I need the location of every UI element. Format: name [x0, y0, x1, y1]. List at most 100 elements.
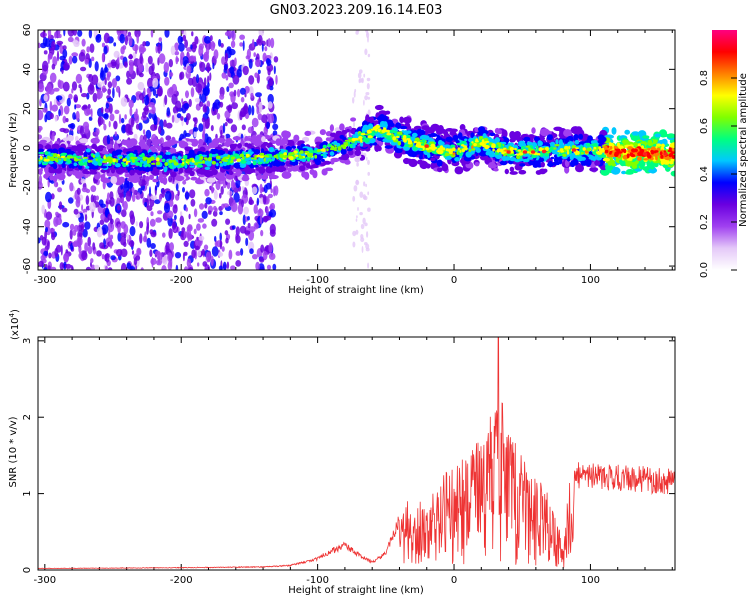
spectrogram-noise-blob	[87, 245, 93, 255]
spectrogram-noise-blob	[128, 64, 134, 75]
spectrogram-noise-blob	[56, 50, 60, 62]
spectrogram-noise-blob	[123, 224, 129, 235]
spectrogram-noise-blob	[186, 258, 192, 268]
spectrogram-noise-blob	[103, 112, 109, 120]
spectrogram-noise-blob	[181, 230, 184, 238]
spectrogram-ridge-blob	[555, 161, 560, 166]
spectrogram-noise-blob	[38, 134, 43, 140]
spectrogram-ridge-blob	[244, 142, 249, 147]
spectrogram-noise-blob	[42, 30, 45, 39]
spectrogram-ridge-blob	[538, 141, 543, 146]
spectrogram-ridge-blob	[175, 175, 185, 182]
spectrogram-noise-blob	[221, 246, 225, 252]
spectrogram-noise-blob	[94, 61, 99, 72]
spectrogram-noise-blob	[55, 244, 62, 253]
spectrogram-ridge-blob	[252, 160, 257, 166]
spectrogram-noise-blob	[180, 36, 184, 43]
spectrogram-noise-blob	[103, 66, 109, 73]
spectrogram-noise-blob	[76, 187, 81, 195]
spectrogram-noise-blob	[140, 267, 144, 270]
spectrogram-noise-blob	[90, 194, 94, 204]
spectrogram-noise-blob	[84, 125, 90, 134]
spectrogram-noise-blob	[193, 228, 197, 235]
spectrogram-noise-blob	[136, 34, 139, 44]
spectrogram-ridge-blob	[163, 166, 168, 171]
spectrogram-ridge-blob	[494, 137, 500, 144]
spectrogram-ridge-blob	[139, 159, 143, 163]
spectrogram-noise-blob	[129, 240, 135, 248]
spectrogram-ridge-blob	[225, 137, 233, 146]
spectrogram-ridge-blob	[509, 171, 518, 175]
spectrogram-ridge-blob	[309, 168, 315, 175]
spectrogram-noise-blob	[161, 254, 168, 265]
spectrogram-noise-blob	[192, 126, 199, 132]
spectrogram-ridge-blob	[406, 130, 412, 134]
spectrogram-ridge-blob	[667, 149, 673, 153]
spectrogram-ridge-blob	[352, 144, 356, 149]
spectrogram-noise-blob	[95, 34, 102, 43]
spectrogram-noise-blob	[259, 257, 265, 263]
spectrogram-noise-blob	[177, 190, 180, 197]
spectrogram-noise-blob	[229, 66, 235, 74]
spectrogram-noise-blob	[237, 88, 241, 98]
spectrogram-noise-blob	[105, 252, 110, 263]
spectrogram-streak-blob	[353, 121, 355, 128]
spectrogram-ridge-blob	[277, 161, 282, 165]
spectrogram-noise-blob	[104, 77, 107, 86]
spectrogram-noise-blob	[128, 99, 134, 109]
spectrogram-noise-blob	[202, 223, 207, 229]
spectrogram-noise-blob	[129, 214, 136, 226]
spectrogram-noise-blob	[219, 93, 225, 100]
spectrogram-ridge-blob	[590, 140, 595, 144]
spectrogram-ridge-blob	[268, 146, 275, 153]
spectrogram-noise-blob	[73, 94, 78, 103]
spectrogram-ridge-blob	[61, 163, 66, 168]
spectrogram-ridge-blob	[197, 161, 203, 164]
spectrogram-streak-blob	[355, 218, 358, 222]
spectrogram-noise-blob	[175, 100, 182, 111]
spectrogram-streak-blob	[367, 35, 369, 43]
spectrogram-noise-blob	[75, 73, 83, 84]
spectrogram-ridge-blob	[550, 156, 555, 160]
spectrogram-noise-blob	[181, 98, 184, 104]
spectrogram-noise-blob	[75, 110, 80, 122]
spectrogram-ridge-blob	[501, 155, 507, 162]
spectrogram-ridge-blob	[83, 161, 88, 166]
spectrogram-noise-blob	[107, 221, 115, 233]
spectrogram-ridge-blob	[62, 137, 69, 142]
spectrogram-noise-blob	[267, 193, 273, 199]
spectrogram-ridge-blob	[322, 152, 328, 155]
spectrogram-noise-blob	[108, 103, 113, 114]
spectrogram-ridge-blob	[215, 162, 219, 167]
spectrogram-ridge-blob	[130, 176, 140, 183]
spectrogram-noise-blob	[80, 66, 87, 72]
spectrogram-noise-blob	[136, 65, 139, 76]
spectrogram-noise-blob	[211, 218, 218, 227]
spectrogram-ridge-blob	[79, 138, 89, 144]
spectrogram-noise-blob	[247, 126, 254, 134]
spectrogram-noise-blob	[112, 133, 120, 141]
spectrogram-noise-blob	[121, 209, 127, 218]
spectrogram-noise-blob	[143, 87, 146, 98]
spectrogram-ridge-blob	[509, 166, 515, 172]
spectrogram-noise-blob	[135, 123, 140, 130]
spectrogram-ridge-blob	[396, 135, 400, 139]
spectrogram-noise-blob	[174, 214, 177, 221]
spectrogram-noise-blob	[213, 99, 221, 110]
spectrogram-ridge-blob	[496, 129, 503, 135]
spectrogram-ridge-blob	[514, 159, 521, 163]
spectrogram-noise-blob	[79, 125, 85, 136]
spectrogram-noise-blob	[74, 135, 79, 142]
spectrogram-ridge-blob	[643, 158, 649, 161]
spectrogram-ridge-blob	[148, 163, 151, 168]
spectrogram-noise-blob	[97, 81, 103, 88]
spectrogram-noise-blob	[158, 125, 162, 135]
spectrogram-noise-blob	[74, 104, 77, 110]
spectrogram-noise-blob	[219, 192, 222, 199]
spectrogram-noise-blob	[109, 113, 115, 122]
spectrogram-noise-blob	[59, 127, 66, 133]
spectrogram-ridge-blob	[399, 116, 404, 124]
spectrogram-noise-blob	[239, 87, 246, 95]
spectrogram-ridge-blob	[494, 152, 500, 156]
spectrogram-noise-blob	[139, 233, 143, 244]
